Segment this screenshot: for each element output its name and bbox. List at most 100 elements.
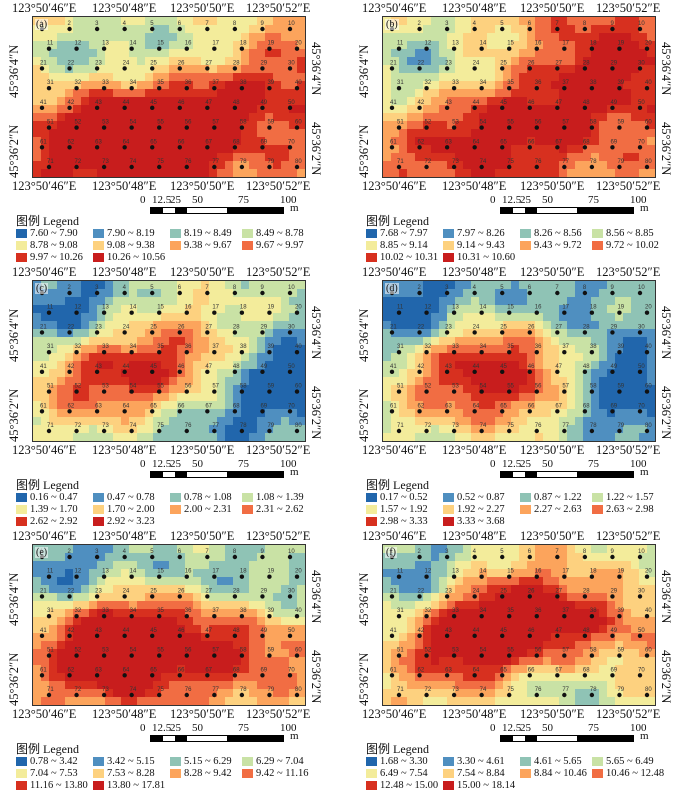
field-cell — [583, 641, 592, 650]
field-cell — [399, 361, 408, 370]
field-cell — [407, 425, 416, 434]
field-cell — [407, 569, 416, 578]
field-cell — [407, 321, 416, 330]
field-cell — [551, 57, 560, 66]
field-cell — [89, 329, 98, 338]
field-cell — [65, 697, 74, 705]
legend-swatch — [16, 241, 27, 250]
field-cell — [447, 297, 456, 306]
field-cell — [439, 297, 448, 306]
field-cell — [153, 561, 162, 570]
legend-entry-label: 1.22 ~ 1.57 — [606, 492, 654, 503]
legend-entry: 0.47 ~ 0.78 — [93, 492, 168, 503]
panel-letter: (b) — [385, 19, 399, 30]
field-cell — [591, 593, 600, 602]
field-cell — [169, 585, 178, 594]
field-cell — [567, 409, 576, 418]
field-cell — [217, 137, 226, 146]
interpolation-map[interactable]: 1234567891011121314151617181920212223242… — [32, 280, 306, 442]
longitude-label-bottom: 123°50′50″E — [520, 179, 585, 193]
interpolation-map[interactable]: 1234567891011121314151617181920212223242… — [32, 16, 306, 178]
field-cell — [607, 401, 616, 410]
field-cell — [471, 385, 480, 394]
field-cell — [519, 569, 528, 578]
field-cell — [407, 313, 416, 322]
field-cell — [33, 649, 42, 658]
field-cell — [209, 641, 218, 650]
field-cell — [97, 137, 106, 146]
sample-point — [617, 310, 622, 315]
sample-point-label: 69 — [260, 139, 267, 145]
legend-entry-label: 0.78 ~ 3.42 — [30, 756, 78, 767]
field-cell — [591, 561, 600, 570]
sample-point — [527, 409, 532, 414]
sample-point — [232, 369, 238, 375]
field-cell — [559, 41, 568, 50]
latitude-label-right: 45°36′2″N — [309, 122, 323, 176]
field-cell — [57, 401, 66, 410]
field-cell — [201, 33, 210, 42]
field-cell — [185, 393, 194, 402]
interpolation-map[interactable]: 1234567891011121314151617181920212223242… — [382, 280, 656, 442]
interpolation-map[interactable]: 1234567891011121314151617181920212223242… — [382, 544, 656, 706]
interpolation-map[interactable]: 1234567891011121314151617181920212223242… — [382, 16, 656, 178]
legend-entry-label: 0.87 ~ 1.22 — [534, 492, 582, 503]
field-cell — [201, 569, 210, 578]
field-cell — [415, 361, 424, 370]
field-cell — [527, 641, 536, 650]
sample-point-label: 64 — [473, 139, 480, 145]
field-cell — [233, 305, 242, 314]
interpolation-map[interactable]: 1234567891011121314151617181920212223242… — [32, 544, 306, 706]
field-cell — [567, 633, 576, 642]
field-cell — [511, 417, 520, 426]
field-cell — [161, 145, 170, 154]
sample-point-label: 34 — [480, 344, 487, 350]
field-cell — [631, 105, 640, 114]
field-cell — [193, 689, 202, 698]
field-cell — [535, 137, 544, 146]
legend-swatch — [242, 241, 253, 250]
scale-tick-label: 100 — [630, 458, 647, 470]
field-cell — [145, 73, 154, 82]
field-cell — [471, 137, 480, 146]
sample-point — [101, 349, 107, 355]
sample-point-label: 71 — [397, 423, 404, 429]
field-cell — [495, 641, 504, 650]
field-cell — [431, 305, 440, 314]
field-cell — [265, 169, 274, 177]
field-cell — [241, 601, 250, 610]
field-cell — [97, 97, 106, 106]
field-cell — [591, 49, 600, 58]
field-cell — [439, 385, 448, 394]
field-cell — [289, 641, 298, 650]
field-cell — [559, 337, 568, 346]
field-cell — [73, 409, 82, 418]
sample-point-label: 19 — [617, 305, 624, 311]
field-cell — [281, 305, 290, 314]
field-cell — [455, 297, 464, 306]
field-cell — [169, 297, 178, 306]
field-cell — [431, 25, 440, 34]
field-cell — [121, 137, 130, 146]
field-cell — [503, 329, 512, 338]
field-cell — [265, 649, 274, 658]
field-cell — [33, 585, 42, 594]
field-cell — [479, 625, 488, 634]
panel-letter: (a) — [35, 19, 49, 30]
field-cell — [599, 617, 608, 626]
field-cell — [415, 41, 424, 50]
sample-point — [507, 349, 512, 355]
field-cell — [639, 17, 648, 26]
field-cell — [647, 129, 655, 138]
field-cell — [41, 361, 50, 370]
field-cell — [487, 633, 496, 642]
field-cell — [249, 633, 258, 642]
field-cell — [519, 369, 528, 378]
sample-point — [232, 145, 238, 150]
field-cell — [647, 321, 655, 330]
sample-point-label: 36 — [535, 80, 542, 86]
sample-point — [122, 66, 127, 71]
field-cell — [591, 377, 600, 386]
sample-point-label: 37 — [562, 80, 569, 86]
field-cell — [623, 329, 632, 338]
